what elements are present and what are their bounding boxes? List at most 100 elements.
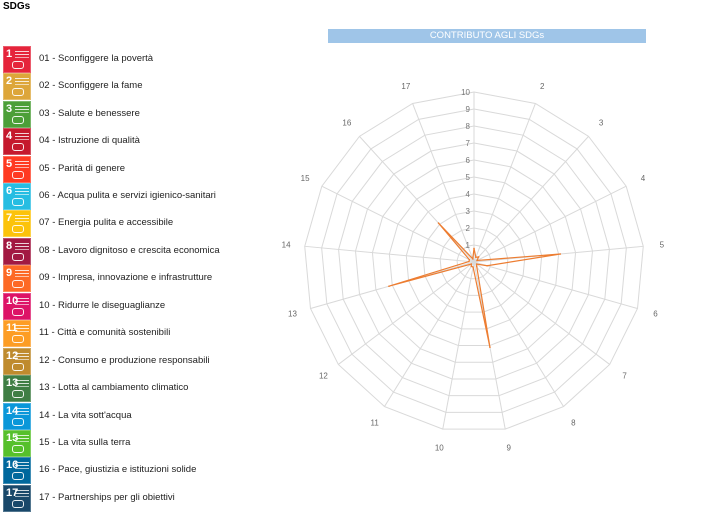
sdg-tile-glyph-icon — [12, 225, 24, 233]
sdg-tile-glyph-icon — [12, 198, 24, 206]
sdg-item-11: 11 11 - Città e comunità sostenibili — [3, 320, 303, 347]
sdg-item-10: 10 10 - Ridurre le diseguaglianze — [3, 293, 303, 320]
sdg-label: 04 - Istruzione di qualità — [39, 135, 140, 146]
radar-grid-ring — [338, 125, 610, 397]
sdg-tile-number: 13 — [6, 377, 19, 389]
category-label: 17 — [401, 82, 410, 91]
radar-data-point — [475, 256, 477, 259]
sdg-tile-caption-lines — [15, 490, 29, 491]
sdg-tile-number: 11 — [6, 322, 18, 334]
radial-tick-label: 2 — [466, 224, 471, 233]
sdg-item-6: 6 06 - Acqua pulita e servizi igienico-sa… — [3, 183, 303, 210]
radar-data-point — [475, 265, 478, 268]
radar-grid-ring — [439, 227, 509, 296]
radar-data-point — [437, 222, 440, 224]
radar-data-point — [472, 266, 474, 268]
radial-tick-label: 8 — [466, 122, 471, 131]
radar-data-point — [473, 247, 475, 250]
radar-grid-ring — [388, 176, 560, 347]
sdg-tile-number: 4 — [6, 130, 13, 142]
sdg-9-icon: 9 — [3, 265, 31, 292]
sdg-tile-glyph-icon — [12, 335, 24, 343]
radial-tick-label: 4 — [466, 190, 471, 199]
radar-data-point — [471, 258, 474, 260]
sdg-6-icon: 6 — [3, 183, 31, 210]
sdg-item-8: 8 08 - Lavoro dignitoso e crescita econom… — [3, 238, 303, 265]
sdg-13-icon: 13 — [3, 375, 31, 402]
category-label: 10 — [435, 443, 444, 452]
sdg-tile-number: 17 — [6, 487, 19, 499]
radar-grid-ring — [456, 244, 492, 280]
sdg-tile-glyph-icon — [12, 61, 24, 69]
category-label: 6 — [653, 310, 658, 319]
radar-spoke — [473, 261, 564, 407]
sdg-tile-glyph-icon — [12, 308, 24, 316]
radar-spoke — [473, 261, 610, 365]
category-label: 9 — [506, 443, 511, 452]
sdg-tile-number: 15 — [6, 432, 19, 444]
sdg-item-9: 9 09 - Impresa, innovazione e infrastrutt… — [3, 265, 303, 292]
sdg-item-2: 2 02 - Sconfiggere la fame — [3, 73, 303, 100]
sdg-tile-caption-lines — [15, 462, 29, 463]
radar-spoke — [338, 261, 475, 365]
radial-tick-label: 7 — [466, 139, 471, 148]
radar-spoke — [473, 185, 627, 263]
sdg-5-icon: 5 — [3, 156, 31, 183]
radar-data-point — [475, 263, 478, 265]
category-label: 8 — [571, 418, 576, 427]
category-label: 12 — [319, 372, 328, 381]
sdg-item-4: 4 04 - Istruzione di qualità — [3, 128, 303, 155]
sdg-label: 12 - Consumo e produzione responsabili — [39, 355, 210, 366]
sdg-15-icon: 15 — [3, 430, 31, 457]
sdg-tile-caption-lines — [15, 380, 29, 381]
category-label: 16 — [342, 119, 351, 128]
sdg-17-icon: 17 — [3, 485, 31, 512]
sdg-2-icon: 2 — [3, 73, 31, 100]
sdg-tile-number: 9 — [6, 267, 13, 279]
sdg-label: 16 - Pace, giustizia e istituzioni solid… — [39, 464, 197, 475]
sdg-tile-caption-lines — [15, 78, 29, 79]
chart-title: CONTRIBUTO AGLI SDGs — [328, 29, 646, 43]
sdg-1-icon: 1 — [3, 46, 31, 73]
radial-tick-label: 1 — [466, 241, 471, 250]
sdg-label: 10 - Ridurre le diseguaglianze — [39, 300, 166, 311]
sdg-item-3: 3 03 - Salute e benessere — [3, 101, 303, 128]
radar-data-point — [489, 346, 491, 349]
sdg-tile-number: 10 — [6, 295, 19, 307]
sdg-label: 07 - Energia pulita e accessibile — [39, 217, 174, 228]
category-label: 15 — [301, 174, 310, 183]
sdg-tile-number: 1 — [6, 48, 13, 60]
sdg-item-16: 16 16 - Pace, giustizia e istituzioni sol… — [3, 457, 303, 484]
sdg-tile-caption-lines — [15, 435, 29, 436]
sdg-label: 01 - Sconfiggere la povertà — [39, 53, 154, 64]
radar-grid-ring — [304, 91, 644, 430]
category-label: 11 — [371, 418, 380, 427]
sdg-tile-caption-lines — [15, 215, 29, 216]
sdg-label: 05 - Parità di genere — [39, 163, 126, 174]
sdg-tile-glyph-icon — [12, 472, 24, 480]
sdg-12-icon: 12 — [3, 348, 31, 375]
radar-data-point — [486, 264, 488, 267]
sdg-tile-glyph-icon — [12, 500, 24, 508]
radar-chart: 123456789101234567891011121314151617 — [282, 82, 665, 452]
sdg-item-1: 1 01 - Sconfiggere la povertà — [3, 46, 303, 73]
sdg-label: 06 - Acqua pulita e servizi igienico-san… — [39, 190, 216, 201]
sdg-7-icon: 7 — [3, 210, 31, 237]
sdg-item-7: 7 07 - Energia pulita e accessibile — [3, 210, 303, 237]
sdg-tile-number: 8 — [6, 240, 13, 252]
sdg-item-12: 12 12 - Consumo e produzione responsabili — [3, 348, 303, 375]
sdg-tile-number: 6 — [6, 185, 13, 197]
radar-grid-ring — [422, 210, 526, 313]
sdg-item-17: 17 17 - Partnerships per gli obiettivi — [3, 485, 303, 512]
radar-data-point — [470, 265, 473, 268]
sdg-tile-glyph-icon — [12, 418, 24, 426]
radar-spoke — [473, 103, 536, 263]
sdg-4-icon: 4 — [3, 128, 31, 155]
sdg-tile-caption-lines — [15, 106, 29, 107]
radar-grid-ring — [405, 193, 543, 330]
radar-data-point — [468, 258, 471, 261]
sdg-tile-caption-lines — [15, 408, 29, 409]
radial-tick-label: 9 — [466, 105, 471, 114]
sdg-tile-caption-lines — [15, 325, 29, 326]
sdg-tile-number: 2 — [6, 75, 13, 87]
